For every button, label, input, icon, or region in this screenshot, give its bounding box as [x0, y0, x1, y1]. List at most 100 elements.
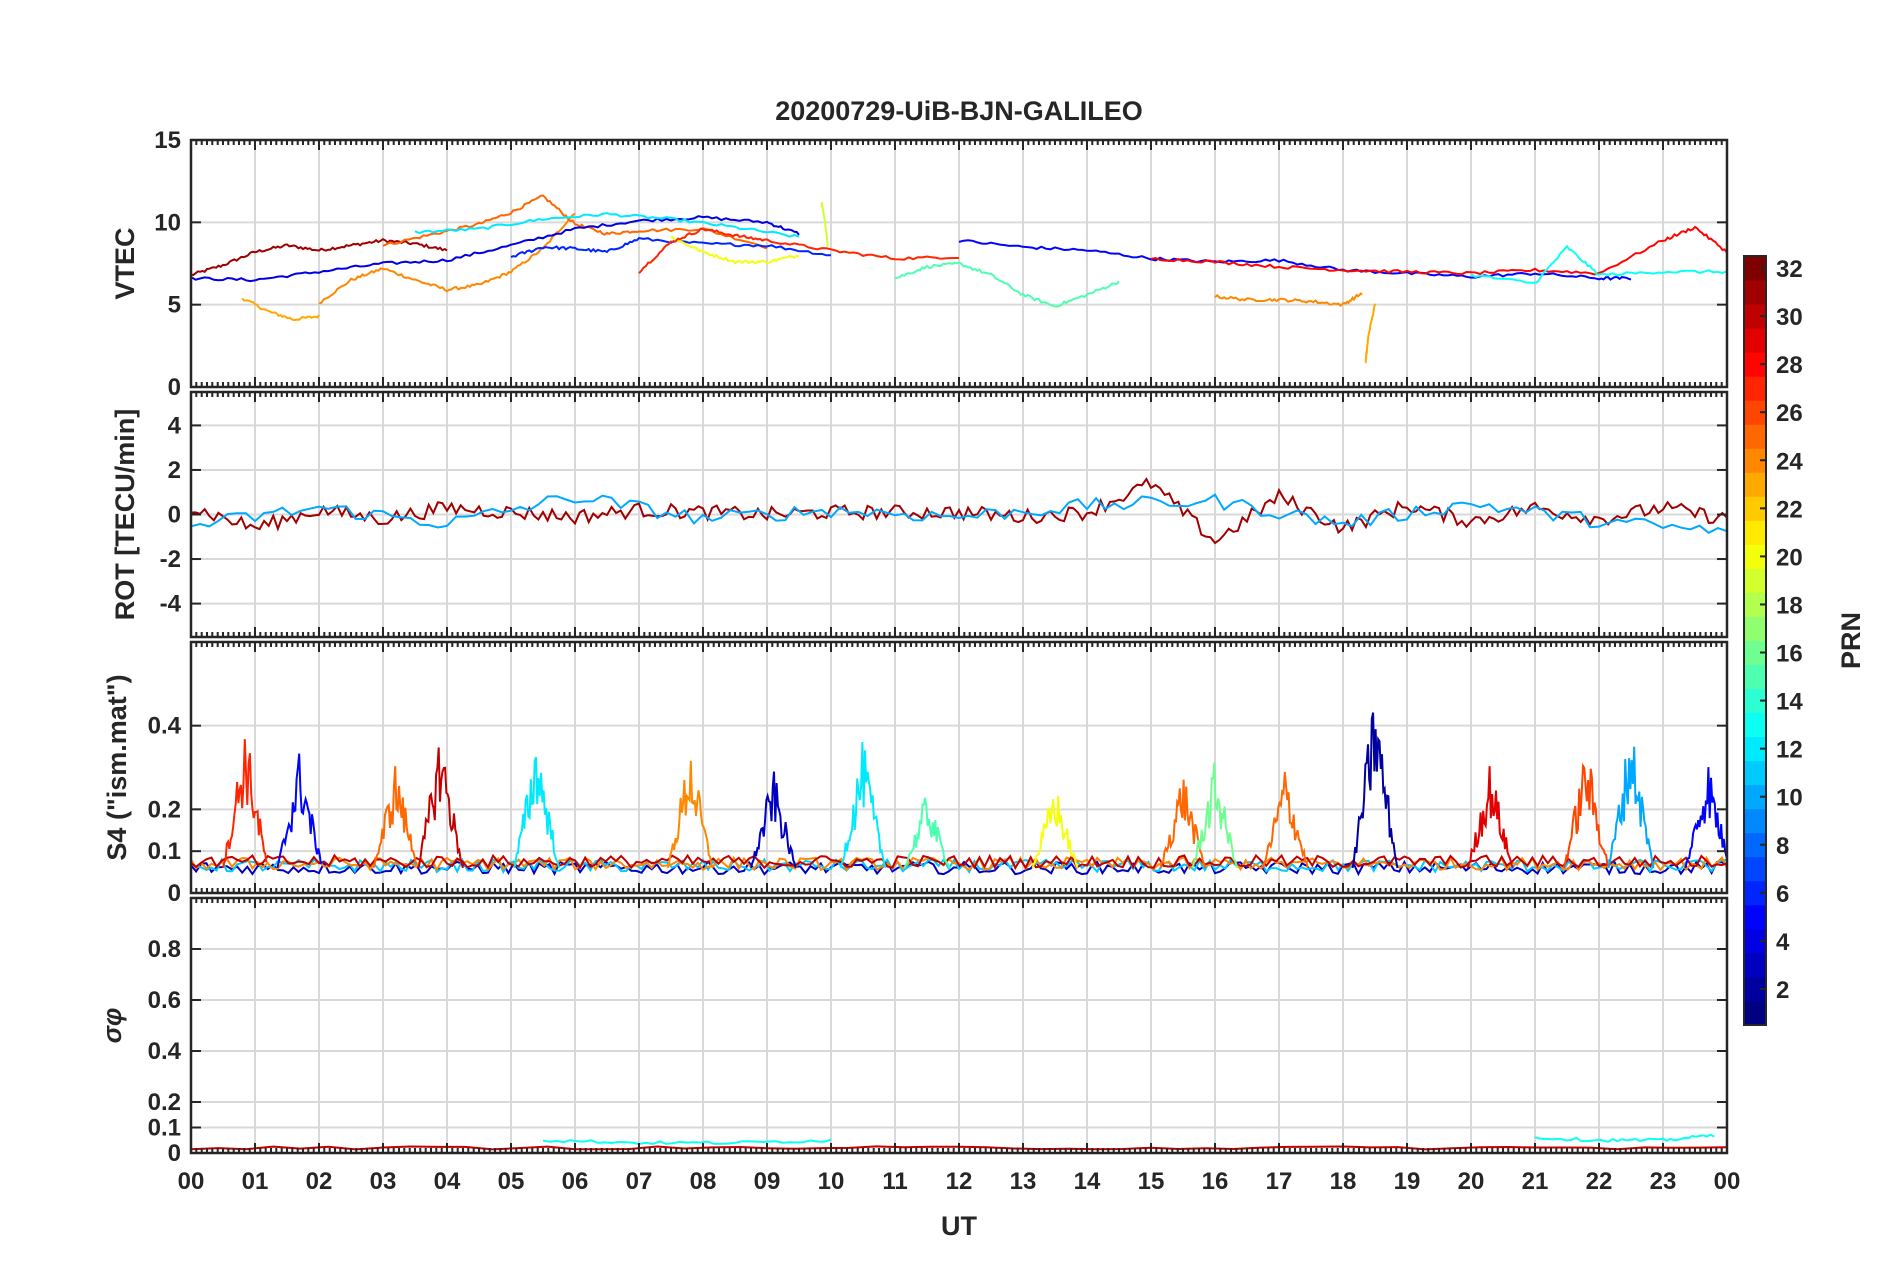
colorbar-tick-label: 28 [1776, 352, 1803, 379]
x-tick-label: 22 [1586, 1168, 1613, 1195]
y-tick-label: 0.4 [148, 1038, 182, 1065]
series-line-prn-27 [638, 227, 959, 274]
y-tick-label: 2 [168, 457, 181, 484]
colorbar-frame [1743, 255, 1767, 1026]
x-tick-label: 19 [1394, 1168, 1421, 1195]
x-tick-label: 00 [178, 1168, 205, 1195]
x-tick-label: 06 [562, 1168, 589, 1195]
y-tick-label: 15 [154, 127, 181, 154]
colorbar-tick-label: 22 [1776, 496, 1803, 523]
series-peak-prn-16 [1191, 762, 1239, 869]
x-tick-label: 10 [818, 1168, 845, 1195]
x-tick-label: 15 [1138, 1168, 1165, 1195]
series-peak-prn-15 [903, 797, 951, 869]
colorbar-band [1744, 760, 1766, 786]
y-tick-label: 0 [168, 502, 181, 529]
series-line-prn-5 [958, 239, 1632, 281]
series-peak-prn-30 [417, 747, 464, 869]
series-peak-prn-12 [839, 742, 887, 869]
colorbar-band [1744, 808, 1766, 834]
series-line-prn-15 [894, 261, 1120, 308]
panel-rot: 4 2 0 -2 -4 ROT [TECU/min] [110, 390, 1729, 639]
colorbar-tick-label: 16 [1776, 641, 1803, 668]
x-tick-label: 23 [1650, 1168, 1677, 1195]
colorbar-band [1744, 976, 1766, 1002]
series-line-prn-13 [1470, 244, 1727, 284]
colorbar-band [1744, 832, 1766, 858]
colorbar-band [1744, 592, 1766, 617]
colorbar-band [1744, 520, 1766, 545]
x-tick-label: 14 [1074, 1168, 1101, 1195]
panel-s4: 0 0.1 0.2 0.4 S4 ("ism.mat") [102, 640, 1729, 907]
series-line-prn-12 [414, 212, 800, 238]
x-tick-label: 11 [882, 1168, 907, 1195]
series-group [191, 194, 1727, 364]
colorbar-tick-label: 2 [1776, 977, 1789, 1004]
y-axis-label: σφ [97, 1008, 127, 1044]
panel-sigma: 00.10.2 0.4 0.6 0.8 σφ [97, 896, 1729, 1167]
x-tick-label: 03 [370, 1168, 397, 1195]
colorbar-tick-label: 6 [1776, 881, 1789, 908]
colorbar-band [1744, 904, 1766, 930]
x-tick-label: 21 [1522, 1168, 1549, 1195]
series-peak-prn-12 [513, 756, 560, 869]
x-tick-label: 05 [498, 1168, 525, 1195]
x-tick-label: 00 [1714, 1168, 1741, 1195]
colorbar-band [1744, 880, 1766, 906]
y-tick-label: 0 [168, 374, 181, 401]
colorbar-tick-label: 18 [1776, 592, 1803, 619]
colorbar-band [1744, 712, 1766, 738]
colorbar-tick-label: 10 [1776, 785, 1803, 812]
x-ticks [190, 140, 1728, 387]
x-tick-label: 07 [626, 1168, 653, 1195]
series-line-prn-31 [191, 477, 1727, 545]
series-peak-prn-27 [222, 739, 268, 869]
series-peak-prn-3 [750, 771, 797, 869]
colorbar-band [1744, 664, 1766, 690]
series-peak-prn-25 [1262, 771, 1309, 869]
colorbar-band [1744, 1000, 1766, 1026]
colorbar-band [1744, 256, 1766, 281]
series-peak-prn-29 [1466, 766, 1514, 869]
series-line-prn-10 [191, 493, 1727, 534]
colorbar-tick-label: 24 [1776, 448, 1803, 475]
y-tick-label: 0.1 [148, 838, 181, 865]
series-peak-prn-10 [1607, 746, 1655, 869]
x-tick-label: 13 [1010, 1168, 1037, 1195]
series-peak-prn-5 [1684, 767, 1727, 869]
x-ticks [190, 642, 1728, 893]
series-line-prn-23 [1364, 303, 1376, 364]
colorbar-band [1744, 280, 1766, 305]
series-peak-prn-2 [1351, 712, 1399, 869]
x-tick-label: 09 [754, 1168, 781, 1195]
series-peak-prn-25 [372, 766, 418, 869]
x-tick-label: 17 [1266, 1168, 1293, 1195]
colorbar-band [1744, 688, 1766, 714]
x-tick-label: 01 [242, 1168, 269, 1195]
colorbar-tick-label: 26 [1776, 400, 1803, 427]
x-tick-label: 20 [1458, 1168, 1485, 1195]
y-axis-label: ROT [TECU/min] [110, 409, 140, 620]
colorbar-band [1744, 376, 1766, 401]
y-tick-label: 0.2 [148, 796, 181, 823]
y-tick-label: 0 [168, 880, 181, 907]
colorbar-band [1744, 352, 1766, 377]
y-axis-label: VTEC [110, 227, 140, 299]
y-tick-label: 4 [168, 412, 182, 439]
colorbar-band [1744, 328, 1766, 353]
colorbar-band [1744, 856, 1766, 882]
colorbar-band [1744, 424, 1766, 449]
series-line-prn-19 [820, 201, 829, 247]
y-tick-label: -4 [160, 591, 182, 618]
series-peak-prn-24 [666, 760, 714, 869]
series-peak-prn-25 [1159, 779, 1207, 869]
x-tick-label: 16 [1202, 1168, 1229, 1195]
series-line-prn-13 [542, 1138, 832, 1146]
colorbar-band [1744, 544, 1766, 569]
colorbar-band [1744, 304, 1766, 329]
colorbar-tick-label: 8 [1776, 833, 1789, 860]
series-line-prn-20 [670, 235, 800, 265]
y-axis-label: S4 ("ism.mat") [102, 674, 132, 860]
